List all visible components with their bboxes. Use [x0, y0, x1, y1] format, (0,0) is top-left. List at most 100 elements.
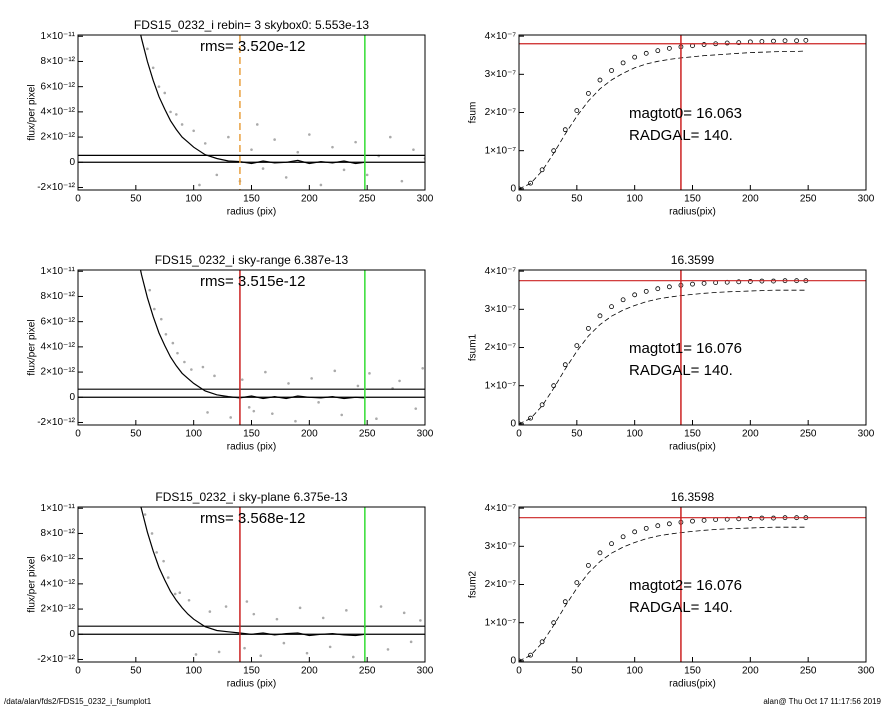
plot-area — [78, 270, 425, 425]
curve-point — [609, 304, 614, 310]
x-tick-label: 50 — [130, 429, 142, 440]
scatter-point — [150, 532, 154, 535]
scatter-point — [180, 123, 184, 126]
curve-point — [562, 362, 568, 368]
curve-point — [701, 517, 707, 523]
curve-point — [643, 525, 649, 531]
scatter-point — [206, 411, 209, 414]
curve-point — [643, 50, 649, 56]
x-tick-label: 100 — [626, 429, 643, 440]
scatter-point — [284, 176, 288, 179]
scatter-point — [250, 148, 253, 151]
curve-point — [620, 534, 626, 540]
y-tick-label: 1×10⁻¹¹ — [41, 503, 76, 514]
curve-point — [551, 383, 557, 389]
annotation: magtot2= 16.076 — [629, 577, 742, 594]
scatter-point — [171, 341, 175, 345]
curve-point — [528, 180, 533, 186]
x-axis-label: radius (pix) — [227, 679, 276, 690]
plot-area — [519, 35, 866, 190]
scatter-point — [419, 619, 422, 622]
scatter-point — [294, 419, 297, 423]
scatter-point — [183, 360, 186, 364]
y-axis-label: fsum1 — [468, 333, 479, 361]
x-tick-label: 150 — [684, 666, 701, 677]
plot-frame — [77, 34, 426, 191]
annotation: RADGAL= 140. — [629, 127, 733, 144]
x-tick-label: 200 — [742, 666, 759, 677]
scatter-point — [166, 576, 170, 579]
curve-point — [736, 516, 742, 522]
scatter-point — [217, 650, 221, 654]
scatter-point — [409, 640, 413, 644]
x-tick-label: 200 — [301, 194, 318, 205]
chart-title: 16.3598 — [671, 490, 715, 504]
curve-line — [519, 526, 806, 662]
curve-point — [747, 279, 753, 284]
curve-point — [724, 40, 730, 46]
curve-point — [666, 521, 672, 527]
curve-point — [736, 279, 742, 285]
y-tick-label: 4×10⁻⁷ — [485, 31, 517, 42]
scatter-point — [400, 179, 404, 183]
scatter-point — [421, 366, 424, 370]
y-tick-label: 3×10⁻⁷ — [485, 541, 517, 552]
scatter-point — [402, 611, 406, 615]
curve-point — [747, 516, 753, 521]
y-tick-label: 3×10⁻⁷ — [485, 304, 517, 315]
curve-point — [539, 402, 545, 408]
x-tick-label: 0 — [516, 194, 522, 205]
scatter-point — [163, 91, 167, 95]
plot-frame — [518, 506, 867, 663]
scatter-point — [356, 384, 360, 388]
scatter-point — [368, 372, 371, 375]
curve-point — [574, 580, 580, 585]
scatter-point — [305, 651, 309, 655]
scatter-point — [178, 591, 182, 594]
scatter-point — [386, 648, 390, 651]
y-tick-label: 1×10⁻⁷ — [485, 145, 517, 156]
scatter-point — [255, 123, 259, 126]
y-tick-label: 4×10⁻¹² — [41, 107, 76, 118]
scatter-point — [148, 288, 152, 292]
x-tick-label: 150 — [243, 194, 260, 205]
y-tick-label: 2×10⁻¹² — [41, 367, 76, 378]
scatter-point — [190, 368, 193, 371]
scatter-point — [192, 129, 195, 133]
y-tick-label: 2×10⁻⁷ — [485, 579, 517, 590]
scatter-point — [345, 609, 348, 612]
x-tick-label: 50 — [571, 194, 583, 205]
curve-point — [551, 148, 557, 154]
scatter-point — [208, 610, 212, 613]
curve-point — [759, 39, 765, 44]
curve-point — [597, 313, 603, 319]
y-tick-label: 6×10⁻¹² — [41, 316, 76, 327]
x-tick-label: 100 — [185, 666, 202, 677]
x-tick-label: 300 — [417, 194, 434, 205]
scatter-point — [351, 655, 355, 659]
scatter-point — [298, 606, 302, 610]
x-tick-label: 100 — [626, 194, 643, 205]
x-tick-label: 300 — [858, 666, 875, 677]
y-tick-label: 4×10⁻⁷ — [485, 266, 517, 277]
scatter-point — [201, 365, 205, 369]
plot-frame — [518, 269, 867, 426]
scatter-point — [412, 148, 415, 151]
curve-point — [666, 45, 672, 51]
scatter-point — [164, 332, 168, 336]
x-tick-label: 50 — [130, 194, 142, 205]
annotation: RADGAL= 140. — [629, 599, 733, 616]
scatter-point — [247, 406, 251, 409]
curve-point — [632, 529, 638, 535]
scatter-point — [275, 617, 279, 621]
curve-line — [519, 50, 806, 190]
curve-point — [586, 563, 591, 568]
curve-point — [609, 541, 614, 547]
x-tick-label: 250 — [800, 666, 817, 677]
curve-point — [620, 60, 626, 66]
x-axis-label: radius(pix) — [669, 679, 716, 690]
x-tick-label: 100 — [185, 194, 202, 205]
y-axis-label: flux/per pixel — [27, 84, 38, 140]
scatter-point — [243, 646, 246, 650]
x-tick-label: 250 — [800, 194, 817, 205]
